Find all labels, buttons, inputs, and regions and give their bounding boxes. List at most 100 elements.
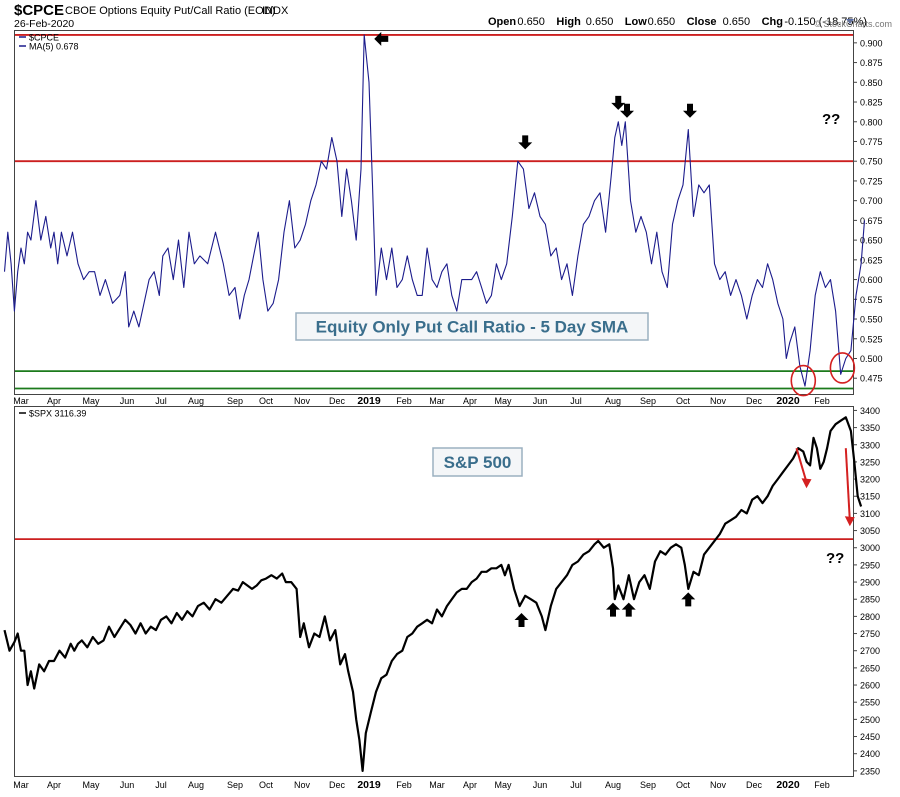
x-tick-label: Jul bbox=[155, 780, 167, 790]
y-tick-label: 0.475 bbox=[860, 374, 883, 384]
y-tick-label: 0.800 bbox=[860, 117, 883, 127]
ohlc-label: Open bbox=[488, 16, 516, 28]
y-tick-label: 2950 bbox=[860, 560, 880, 570]
annotation-box bbox=[295, 312, 649, 341]
x-tick-label: Sep bbox=[640, 780, 656, 790]
up-arrow-icon bbox=[681, 592, 696, 607]
x-tick-label: May bbox=[82, 780, 100, 790]
x-tick-label: Feb bbox=[814, 396, 830, 406]
down-arrow-icon bbox=[611, 95, 626, 110]
y-tick-label: 0.725 bbox=[860, 176, 883, 186]
x-tick-label: Jun bbox=[120, 396, 135, 406]
y-tick-label: 2900 bbox=[860, 578, 880, 588]
x-tick-label: Oct bbox=[259, 780, 274, 790]
question-marks: ?? bbox=[822, 111, 840, 128]
up-arrow-icon bbox=[621, 602, 636, 617]
y-tick-label: 0.750 bbox=[860, 157, 883, 167]
cpce-panel: 0.475 0.500 0.525 0.550 0.575 0.600 0.625 0.650… bbox=[3, 31, 883, 397]
x-tick-label: Oct bbox=[676, 780, 691, 790]
y-tick-label: 3200 bbox=[860, 475, 880, 485]
down-arrow-icon bbox=[683, 103, 697, 118]
y-tick-label: 0.875 bbox=[860, 58, 883, 68]
x-tick-label: May bbox=[494, 780, 512, 790]
y-tick-label: 3150 bbox=[860, 492, 880, 502]
x-tick-label: Sep bbox=[640, 396, 656, 406]
y-tick-label: 0.550 bbox=[860, 315, 883, 325]
x-tick-label: Apr bbox=[47, 396, 61, 406]
ohlc-value: 0.650 bbox=[648, 16, 676, 28]
y-tick-label: 2800 bbox=[860, 612, 880, 622]
chevron-down-icon[interactable] bbox=[846, 19, 854, 24]
x-tick-label: Nov bbox=[294, 396, 311, 406]
y-tick-label: 2400 bbox=[860, 749, 880, 759]
chart-date: 26-Feb-2020 bbox=[14, 18, 74, 30]
x-tick-label: Nov bbox=[294, 780, 311, 790]
y-tick-label: 2550 bbox=[860, 698, 880, 708]
y-tick-label: 0.775 bbox=[860, 137, 883, 147]
y-tick-label: 2600 bbox=[860, 681, 880, 691]
x-tick-label: May bbox=[82, 396, 100, 406]
y-tick-label: 2650 bbox=[860, 663, 880, 673]
cpce-x-axis: Mar Apr May Jun Jul Aug Sep Oct Nov Dec 2019 Feb Mar… bbox=[13, 395, 830, 407]
ohlc-label: Low bbox=[625, 16, 647, 28]
x-tick-label: Mar bbox=[13, 396, 29, 406]
x-tick-label: Apr bbox=[463, 780, 477, 790]
watermark: © StockCharts.com bbox=[814, 19, 892, 29]
x-tick-label: Nov bbox=[710, 396, 727, 406]
x-tick-label: Jun bbox=[533, 396, 548, 406]
spx-x-axis: Mar Apr May Jun Jul Aug Sep Oct Nov Dec 2019 Feb Mar… bbox=[13, 779, 830, 791]
y-tick-label: 0.850 bbox=[860, 78, 883, 88]
y-tick-label: 3300 bbox=[860, 440, 880, 450]
y-tick-label: 3400 bbox=[860, 406, 880, 416]
x-tick-label: Dec bbox=[329, 780, 346, 790]
ohlc-label: Close bbox=[687, 16, 717, 28]
y-tick-label: 0.600 bbox=[860, 275, 883, 285]
y-tick-label: 0.525 bbox=[860, 334, 883, 344]
question-marks: ?? bbox=[826, 550, 844, 567]
x-tick-label: Apr bbox=[463, 396, 477, 406]
y-tick-label: 0.900 bbox=[860, 38, 883, 48]
x-tick-label: Mar bbox=[429, 396, 445, 406]
spx-panel: 2350 2400 2450 2500 2550 2600 2650 2700 2750 2800… bbox=[3, 406, 880, 776]
ohlc-label: Chg bbox=[762, 16, 783, 28]
up-arrow-icon bbox=[514, 612, 529, 627]
ohlc-value: 0.650 bbox=[517, 16, 545, 28]
left-arrow-icon bbox=[374, 31, 389, 46]
x-tick-label: Nov bbox=[710, 780, 727, 790]
y-tick-label: 2450 bbox=[860, 732, 880, 742]
x-tick-label: Aug bbox=[605, 780, 621, 790]
x-tick-label: 2020 bbox=[776, 395, 800, 407]
legend-entry: MA(5) 0.678 bbox=[29, 42, 79, 52]
symbol-label: $CPCE bbox=[14, 2, 64, 19]
x-tick-label: Oct bbox=[259, 396, 274, 406]
red-arrow-icon bbox=[801, 478, 812, 489]
x-tick-label: Feb bbox=[396, 396, 412, 406]
exchange-label: INDX bbox=[262, 5, 289, 17]
ohlc-value: 0.650 bbox=[723, 16, 751, 28]
x-tick-label: Jul bbox=[570, 396, 582, 406]
x-tick-label: Jul bbox=[570, 780, 582, 790]
y-tick-label: 0.500 bbox=[860, 354, 883, 364]
y-tick-label: 0.825 bbox=[860, 98, 883, 108]
annotation-text: Equity Only Put Call Ratio - 5 Day SMA bbox=[316, 318, 629, 337]
ohlc-label: High bbox=[556, 16, 581, 28]
annotation-text: S&P 500 bbox=[444, 453, 512, 472]
series-line bbox=[3, 416, 863, 772]
series-line bbox=[3, 34, 866, 387]
ohlc-value: 0.650 bbox=[586, 16, 614, 28]
x-tick-label: 2019 bbox=[357, 779, 381, 791]
legend-entry: $SPX 3116.39 bbox=[29, 409, 86, 419]
highlight-circle bbox=[829, 352, 856, 384]
red-arrow-shaft bbox=[844, 448, 851, 521]
x-tick-label: Apr bbox=[47, 780, 61, 790]
x-tick-label: Jul bbox=[155, 396, 167, 406]
x-tick-label: Aug bbox=[605, 396, 621, 406]
x-tick-label: Dec bbox=[329, 396, 346, 406]
y-tick-label: 3100 bbox=[860, 509, 880, 519]
y-tick-label: 3050 bbox=[860, 526, 880, 536]
x-tick-label: Feb bbox=[396, 780, 412, 790]
x-tick-label: Feb bbox=[814, 780, 830, 790]
red-arrow-shaft bbox=[795, 447, 808, 483]
x-tick-label: Jun bbox=[533, 780, 548, 790]
